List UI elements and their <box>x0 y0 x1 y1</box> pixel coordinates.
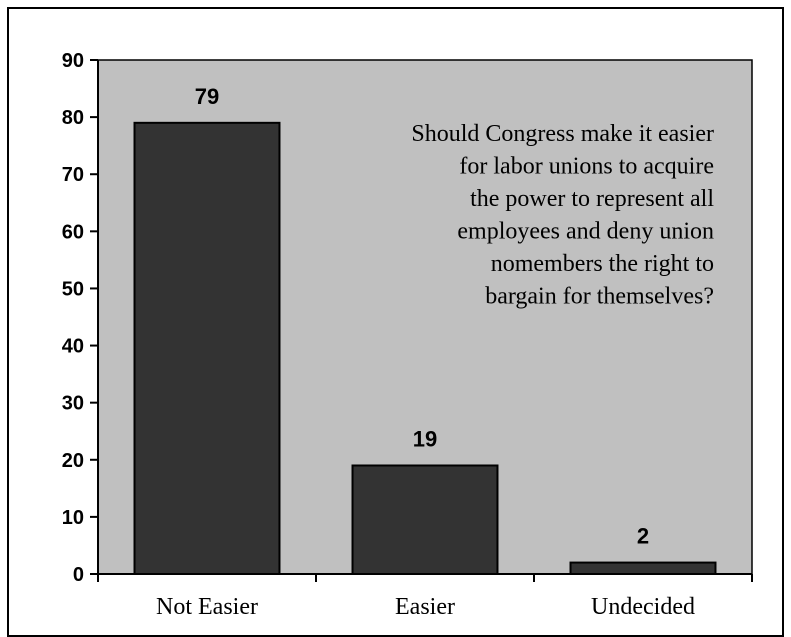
data-labels: 79 19 2 <box>195 84 649 549</box>
annotation-line: the power to represent all <box>470 186 714 212</box>
annotation-line: nomembers the right to <box>491 251 714 277</box>
bar-not-easier <box>133 121 281 575</box>
category-labels: Not Easier Easier Undecided <box>156 594 695 620</box>
data-label: 79 <box>195 84 219 109</box>
annotation-line: Should Congress make it easier <box>411 121 714 147</box>
category-label: Easier <box>395 594 455 620</box>
category-label: Undecided <box>591 594 695 620</box>
annotation-line: bargain for themselves? <box>485 284 714 310</box>
bars <box>133 121 717 575</box>
y-tick-label: 30 <box>62 393 84 415</box>
category-label: Not Easier <box>156 594 258 620</box>
data-label: 19 <box>413 426 437 451</box>
y-tick-label: 40 <box>62 336 84 358</box>
y-tick-label: 60 <box>62 221 84 243</box>
data-label: 2 <box>637 524 649 549</box>
annotation-line: for labor unions to acquire <box>459 154 714 180</box>
bar-undecided <box>569 561 717 575</box>
x-axis <box>97 573 753 582</box>
y-tick-label: 70 <box>62 164 84 186</box>
y-tick-label: 20 <box>62 450 84 472</box>
y-tick-label: 10 <box>62 507 84 529</box>
y-axis: 0 10 20 30 40 50 60 70 80 90 <box>62 50 99 586</box>
y-tick-label: 50 <box>62 278 84 300</box>
annotation: Should Congress make it easier for labor … <box>411 121 714 310</box>
y-tick-label: 90 <box>62 50 84 72</box>
bar-easier <box>351 464 499 575</box>
y-tick-label: 0 <box>73 564 84 586</box>
annotation-line: employees and deny union <box>457 219 714 245</box>
y-tick-label: 80 <box>62 107 84 129</box>
